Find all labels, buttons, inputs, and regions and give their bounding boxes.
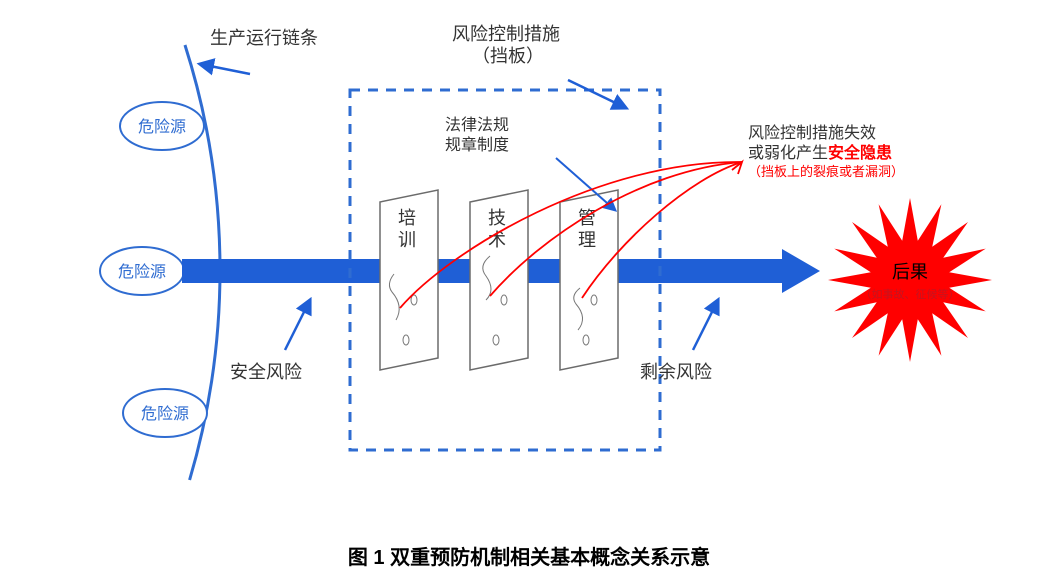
consequence-sublabel: （如事故、征候等）	[861, 287, 960, 301]
pointer-arrow	[693, 300, 718, 350]
consequence-label: 后果	[892, 262, 928, 282]
pointer-arrow	[200, 64, 250, 74]
pointer-label: 生产运行链条	[210, 28, 318, 48]
baffle-label: 理	[578, 230, 596, 250]
baffle-label: 技	[488, 208, 506, 228]
failure-sublabel: （挡板上的裂痕或者漏洞）	[748, 164, 904, 179]
baffle-label: 管	[578, 208, 596, 228]
pointer-label: 安全风险	[230, 362, 302, 382]
hazard-label: 危险源	[138, 118, 186, 136]
baffle-label: 训	[398, 230, 416, 250]
pointer-arrow	[285, 300, 310, 350]
failure-label: 风险控制措施失效	[748, 124, 876, 142]
figure-caption: 图 1 双重预防机制相关基本概念关系示意	[0, 541, 1058, 570]
baffle-label: 培	[398, 208, 416, 228]
pointer-label: 剩余风险	[640, 362, 712, 382]
hazard-label: 危险源	[118, 263, 166, 281]
laws-label: 法律法规	[445, 116, 509, 134]
control-label: （挡板）	[472, 46, 544, 66]
control-label: 风险控制措施	[452, 24, 560, 44]
laws-label: 规章制度	[445, 136, 509, 154]
hazard-label: 危险源	[141, 405, 189, 423]
pointer-arrow	[568, 80, 626, 108]
failure-label: 或弱化产生安全隐患	[748, 143, 892, 162]
